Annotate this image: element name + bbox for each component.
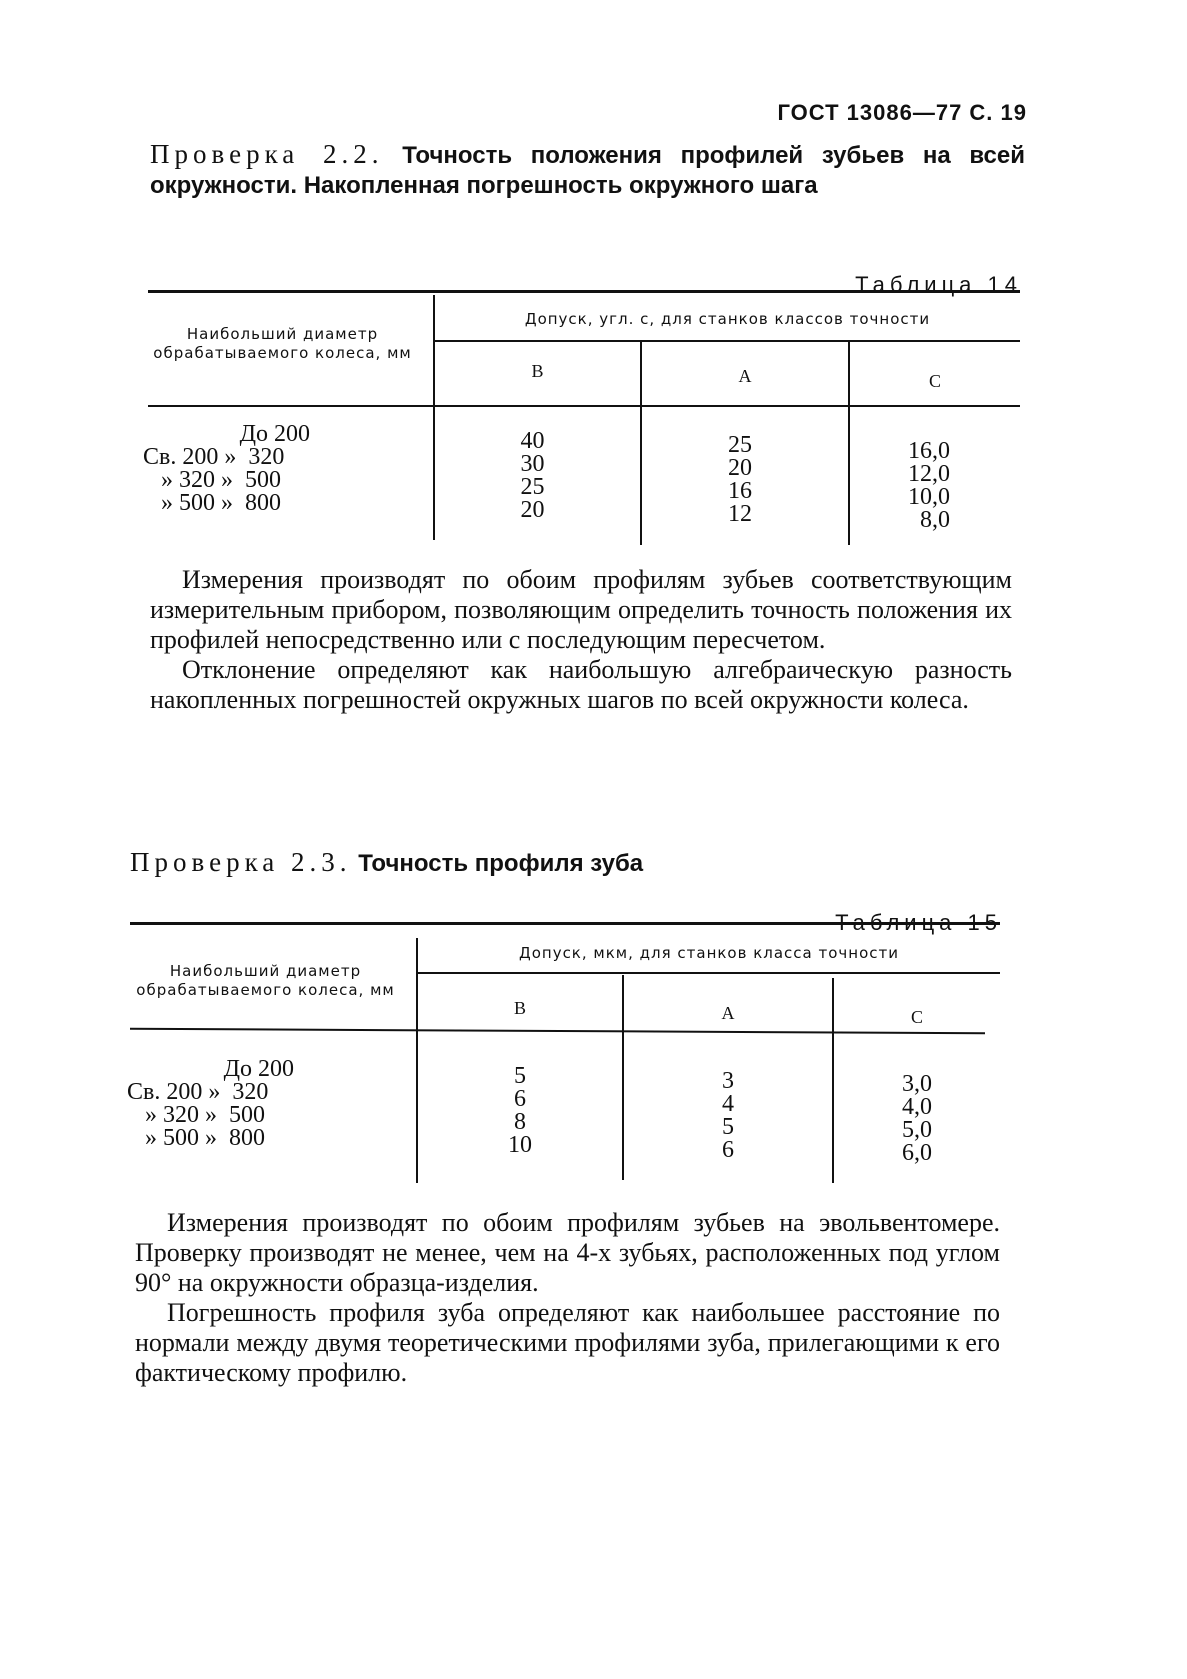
paragraph-block-1: Измерения производят по обоим профилям з… bbox=[150, 565, 1012, 714]
section-heading-2-3: Проверка 2.3. Точность профиля зуба bbox=[130, 847, 644, 877]
col-group-header: Допуск, угл. с, для станков классов точн… bbox=[524, 310, 931, 328]
col-a-values: 25 20 16 12 bbox=[728, 432, 752, 527]
range-column: До 200 Св. 200 » 320 » 320 » 500 » 500 »… bbox=[127, 1056, 294, 1151]
class-b-header: В bbox=[531, 361, 544, 381]
col-c-values: 3,0 4,0 5,0 6,0 bbox=[902, 1071, 932, 1166]
table-14-title: Таблица 14 bbox=[855, 272, 1022, 297]
class-a-header: А bbox=[738, 366, 752, 386]
col-b-values: 5 6 8 10 bbox=[508, 1063, 532, 1158]
col-group-header: Допуск, мкм, для станков класса точности bbox=[518, 944, 900, 962]
range-column: До 200 Св. 200 » 320 » 320 » 500 » 500 »… bbox=[143, 421, 310, 516]
paragraph-block-2: Измерения производят по обоим профилям з… bbox=[135, 1208, 1000, 1387]
page-header: ГОСТ 13086—77 С. 19 bbox=[777, 100, 1027, 125]
col-c-values: 16,0 12,0 10,0 8,0 bbox=[908, 438, 950, 533]
class-a-header: А bbox=[721, 1003, 735, 1023]
col-header-diameter: Наибольший диаметр обрабатываемого колес… bbox=[136, 962, 395, 999]
class-c-header: С bbox=[928, 371, 941, 391]
class-c-header: С bbox=[910, 1007, 923, 1027]
col-b-values: 40 30 25 20 bbox=[520, 428, 545, 523]
section-heading-2-2: Проверка 2.2. Точность положения профиле… bbox=[150, 139, 1025, 199]
col-header-diameter: Наибольший диаметр обрабатываемого колес… bbox=[153, 325, 412, 362]
class-b-header: В bbox=[513, 998, 526, 1018]
